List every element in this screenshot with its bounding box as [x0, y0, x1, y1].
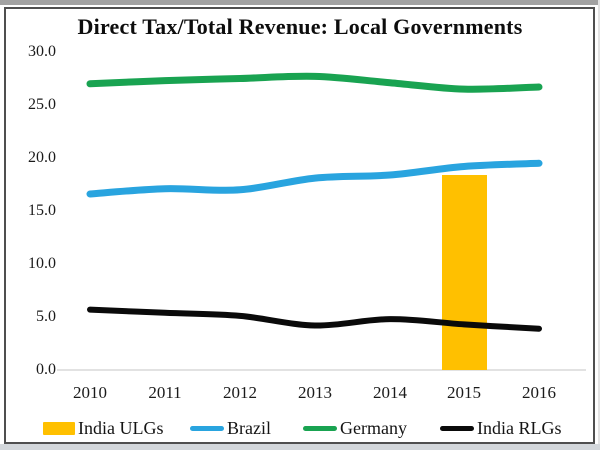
india-rlgs-legend-swatch-icon [440, 425, 474, 431]
legend-label: India RLGs [477, 417, 562, 438]
y-axis-tick-label: 20.0 [28, 149, 56, 166]
y-axis-tick-label: 15.0 [28, 202, 56, 219]
india-ulgs-legend-swatch-icon [43, 421, 75, 435]
x-axis-tick-label: 2011 [148, 383, 182, 402]
india-ulgs-bar [442, 175, 487, 370]
legend-item-india-rlgs: India RLGs [440, 417, 562, 439]
x-axis-tick-label: 2016 [522, 383, 556, 402]
legend-label: Brazil [227, 417, 271, 438]
x-axis-tick-label: 2012 [223, 383, 257, 402]
x-axis-tick-label: 2014 [373, 383, 407, 402]
india-rlgs-line [87, 306, 542, 332]
legend-item-india-ulgs: India ULGs [43, 417, 163, 439]
x-axis-tick-label: 2013 [298, 383, 332, 402]
window-edge-right [598, 0, 600, 450]
brazil-legend-swatch-icon [190, 425, 224, 431]
x-axis-tick-label: 2010 [73, 383, 107, 402]
window-edge-top [0, 0, 600, 5]
y-axis-tick-label: 30.0 [28, 43, 56, 60]
chart-title: Direct Tax/Total Revenue: Local Governme… [77, 14, 523, 39]
legend-item-germany: Germany [303, 417, 407, 439]
x-axis-tick-label: 2015 [447, 383, 481, 402]
window-edge-bottom [0, 444, 600, 450]
y-axis-tick-label: 0.0 [36, 361, 56, 378]
y-axis-tick-label: 25.0 [28, 96, 56, 113]
germany-legend-swatch-icon [303, 425, 337, 431]
germany-line [86, 72, 543, 93]
y-axis-tick-label: 5.0 [36, 308, 56, 325]
legend-label: India ULGs [78, 417, 164, 438]
legend-label: Germany [340, 417, 407, 438]
brazil-line [86, 159, 543, 198]
legend-item-brazil: Brazil [190, 417, 271, 439]
y-axis-tick-label: 10.0 [28, 255, 56, 272]
